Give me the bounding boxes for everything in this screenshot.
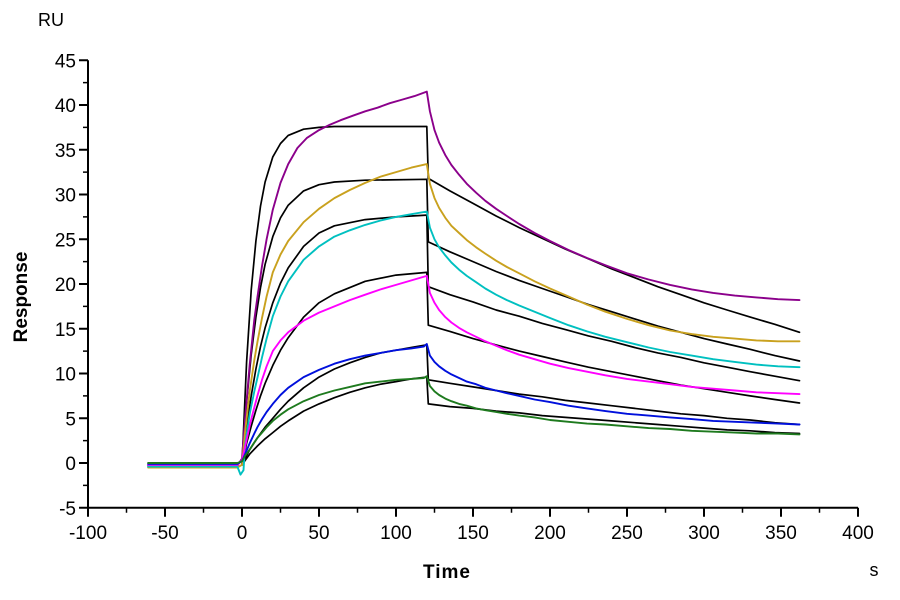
curve-fit-2-black (241, 178, 801, 466)
x-tick-label: -100 (69, 523, 107, 544)
curve-measured-4-magenta (147, 274, 801, 466)
x-tick-label: 300 (688, 523, 720, 544)
curve-measured-3-cyan (147, 210, 801, 476)
curve-measured-6-green (147, 375, 801, 464)
series-curves (147, 90, 801, 476)
y-tick-label: 25 (55, 230, 76, 251)
y-tick-label: 0 (65, 454, 76, 475)
y-tick-label: -5 (59, 499, 76, 520)
x-tick-label: 150 (457, 523, 489, 544)
x-tick-label: 100 (380, 523, 412, 544)
curve-fit-3-black (241, 214, 801, 466)
curve-fit-6-black (241, 376, 801, 466)
x-tick-label: 50 (308, 523, 329, 544)
y-tick-label: 35 (55, 141, 76, 162)
curve-fit-4-black (241, 271, 801, 466)
x-unit-label: s (870, 560, 879, 580)
y-tick-label: 10 (55, 365, 76, 386)
y-tick-label: 45 (55, 51, 76, 72)
x-tick-label: 400 (842, 523, 874, 544)
y-tick-label: 30 (55, 186, 76, 207)
x-tick-label: 250 (611, 523, 643, 544)
x-tick-label: 0 (237, 523, 248, 544)
y-axis-title: Response (11, 252, 32, 343)
y-tick-label: 40 (55, 96, 76, 117)
x-axis-title: Time (423, 562, 471, 583)
curve-measured-5-blue (147, 343, 801, 465)
x-tick-label: 200 (534, 523, 566, 544)
curve-measured-2-gold (147, 163, 801, 469)
curve-fit-5-black (241, 344, 801, 466)
y-tick-label: 5 (65, 409, 76, 430)
x-tick-label: -50 (151, 523, 178, 544)
y-tick-label: 20 (55, 275, 76, 296)
curve-measured-1-purple (147, 90, 801, 467)
curve-fit-1-black (241, 125, 801, 466)
y-unit-label: RU (38, 10, 64, 30)
y-tick-label: 15 (55, 320, 76, 341)
x-tick-label: 350 (765, 523, 797, 544)
